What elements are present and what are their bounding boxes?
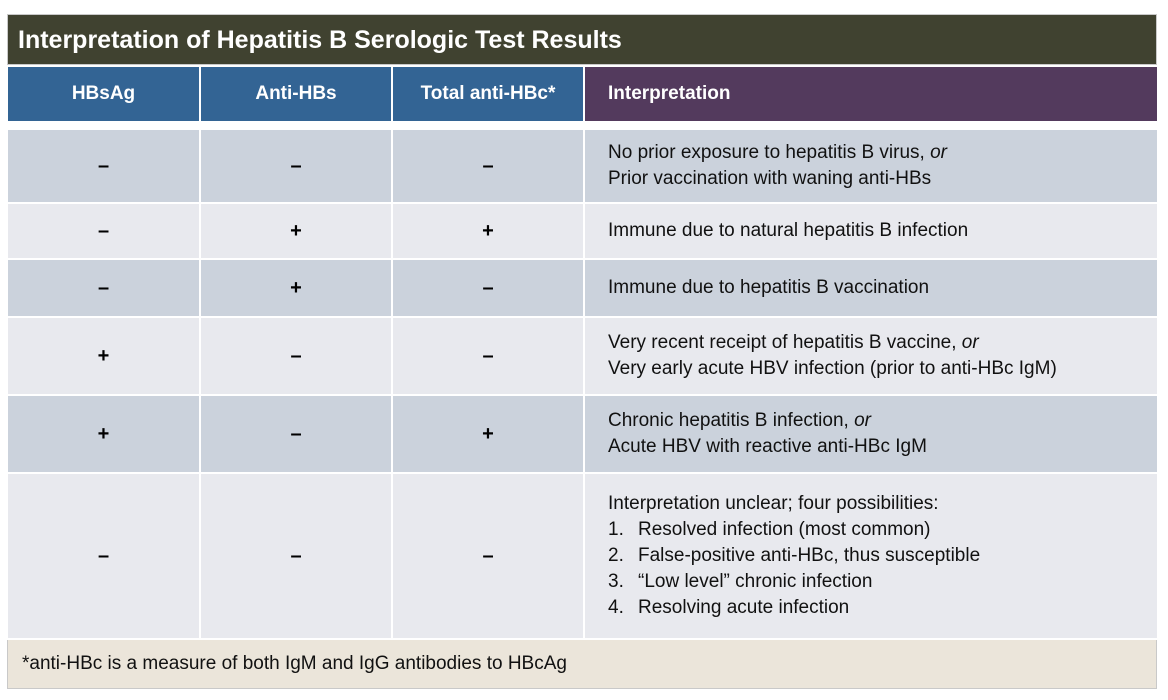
cell-interpretation: Immune due to natural hepatitis B infect… <box>585 204 1157 258</box>
interpretation-conjunction: or <box>854 410 871 431</box>
footnote: *anti-HBc is a measure of both IgM and I… <box>7 640 1157 689</box>
header-hbsag: HBsAg <box>8 67 199 121</box>
possibility-text: Resolving acute infection <box>638 597 850 618</box>
header-anti-hbs: Anti-HBs <box>201 67 391 121</box>
interpretation-line: Acute HBV with reactive anti-HBc IgM <box>608 434 1157 460</box>
cell-hbsag: + <box>8 396 199 472</box>
interpretation-text: Immune due to natural hepatitis B infect… <box>608 220 969 241</box>
interpretation-text: Acute HBV with reactive anti-HBc IgM <box>608 436 927 457</box>
cell-interpretation: Immune due to hepatitis B vaccination <box>585 260 1157 316</box>
cell-hbsag: + <box>8 318 199 394</box>
interpretation-text: Immune due to hepatitis B vaccination <box>608 277 930 298</box>
cell-hbsag: – <box>8 474 199 638</box>
interpretation-line: Immune due to natural hepatitis B infect… <box>608 218 1157 244</box>
cell-hbsag: – <box>8 130 199 202</box>
possibility-item: 4. Resolving acute infection <box>608 595 1157 621</box>
possibility-text: False-positive anti-HBc, thus susceptibl… <box>638 545 981 566</box>
cell-interpretation: Interpretation unclear; four possibiliti… <box>585 474 1157 638</box>
possibility-item: 3. “Low level” chronic infection <box>608 569 1157 595</box>
table-title: Interpretation of Hepatitis B Serologic … <box>7 14 1157 65</box>
cell-anti-hbs: – <box>201 318 391 394</box>
interpretation-text: No prior exposure to hepatitis B virus, <box>608 142 931 163</box>
possibility-item: 2. False-positive anti-HBc, thus suscepti… <box>608 543 1157 569</box>
cell-anti-hbs: – <box>201 396 391 472</box>
cell-anti-hbc: + <box>393 396 583 472</box>
possibility-number: 4. <box>608 597 624 618</box>
header-interpretation: Interpretation <box>585 67 1157 121</box>
cell-anti-hbc: – <box>393 474 583 638</box>
interpretation-line: Immune due to hepatitis B vaccination <box>608 275 1157 301</box>
interpretation-line: Very early acute HBV infection (prior to… <box>608 356 1157 382</box>
interpretation-line: No prior exposure to hepatitis B virus, … <box>608 140 1157 166</box>
possibility-number: 2. <box>608 545 624 566</box>
interpretation-text: Very recent receipt of hepatitis B vacci… <box>608 332 962 353</box>
possibility-number: 1. <box>608 519 624 540</box>
cell-interpretation: No prior exposure to hepatitis B virus, … <box>585 130 1157 202</box>
cell-anti-hbc: – <box>393 130 583 202</box>
cell-anti-hbs: + <box>201 204 391 258</box>
possibility-number: 3. <box>608 571 624 592</box>
cell-interpretation: Chronic hepatitis B infection, or Acute H… <box>585 396 1157 472</box>
cell-anti-hbc: – <box>393 260 583 316</box>
cell-anti-hbs: – <box>201 130 391 202</box>
possibility-text: “Low level” chronic infection <box>638 571 873 592</box>
possibility-text: Resolved infection (most common) <box>638 519 931 540</box>
possibility-item: 1. Resolved infection (most common) <box>608 517 1157 543</box>
cell-anti-hbs: + <box>201 260 391 316</box>
cell-anti-hbs: – <box>201 474 391 638</box>
interpretation-conjunction: or <box>930 142 947 163</box>
interpretation-text: Prior vaccination with waning anti-HBs <box>608 168 932 189</box>
cell-anti-hbc: – <box>393 318 583 394</box>
interpretation-text: Very early acute HBV infection (prior to… <box>608 358 1057 379</box>
interpretation-text: Chronic hepatitis B infection, <box>608 410 855 431</box>
cell-interpretation: Very recent receipt of hepatitis B vacci… <box>585 318 1157 394</box>
cell-hbsag: – <box>8 204 199 258</box>
cell-hbsag: – <box>8 260 199 316</box>
interpretation-line: Prior vaccination with waning anti-HBs <box>608 166 1157 192</box>
header-total-anti-hbc: Total anti-HBc* <box>393 67 583 121</box>
interpretation-line: Very recent receipt of hepatitis B vacci… <box>608 330 1157 356</box>
cell-anti-hbc: + <box>393 204 583 258</box>
interpretation-conjunction: or <box>961 332 979 353</box>
interpretation-line: Chronic hepatitis B infection, or <box>608 408 1157 434</box>
interpretation-intro: Interpretation unclear; four possibiliti… <box>608 493 939 514</box>
